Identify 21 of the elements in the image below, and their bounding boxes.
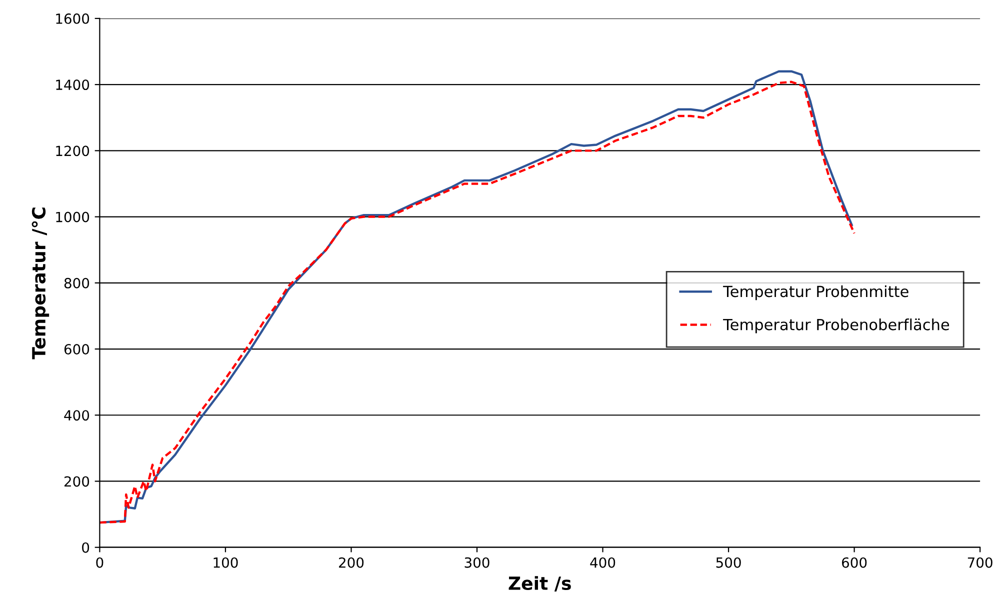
x-tick-label: 200 xyxy=(338,557,364,568)
x-tick-label: 400 xyxy=(590,557,616,568)
y-axis-title: Temperatur /°C xyxy=(32,208,50,360)
x-tick-label: 600 xyxy=(842,557,867,568)
x-tick-label: 700 xyxy=(968,557,992,568)
x-tick-label: 0 xyxy=(96,557,104,568)
y-tick-label: 800 xyxy=(64,278,90,288)
y-tick-label: 200 xyxy=(64,476,90,487)
x-tick-label: 100 xyxy=(214,557,238,568)
y-tick-label: 0 xyxy=(82,542,90,553)
legend-label: Temperatur Probenmitte xyxy=(723,285,908,300)
y-tick-label: 1000 xyxy=(56,212,90,222)
x-tick-label: 300 xyxy=(464,557,490,568)
x-axis-title: Zeit /s xyxy=(508,576,571,592)
y-tick-label: 1200 xyxy=(56,146,90,156)
y-tick-label: 1400 xyxy=(56,80,90,90)
y-tick-label: 600 xyxy=(64,344,90,354)
y-tick-label: 400 xyxy=(64,410,90,421)
legend-label: Temperatur Probenoberfläche xyxy=(723,318,950,334)
y-tick-label: 1600 xyxy=(56,13,90,24)
x-tick-label: 500 xyxy=(716,557,741,568)
